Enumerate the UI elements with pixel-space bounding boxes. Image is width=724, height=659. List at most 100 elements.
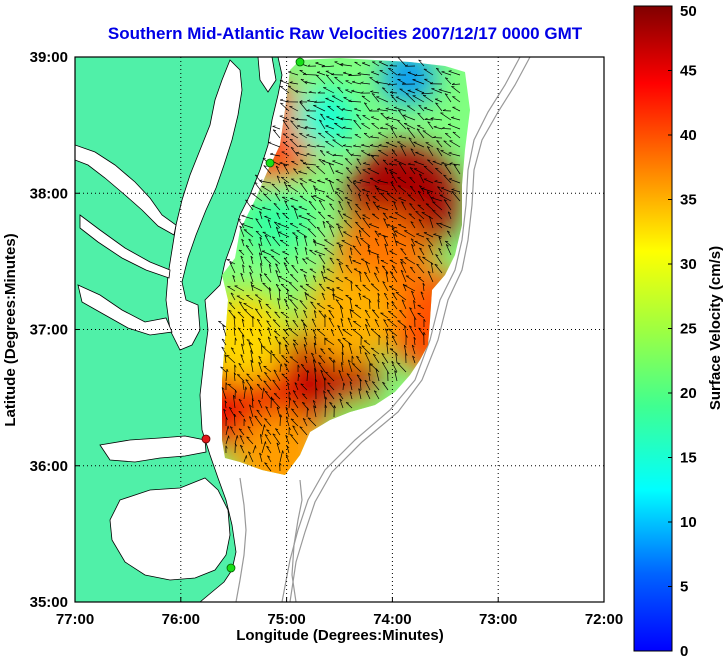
velocity-vector-head bbox=[427, 270, 431, 274]
velocity-vector bbox=[371, 381, 380, 391]
velocity-vector bbox=[351, 154, 362, 157]
colorbar-tick-label: 40 bbox=[680, 127, 697, 144]
velocity-vector bbox=[263, 273, 272, 283]
velocity-vector-head bbox=[314, 100, 318, 103]
velocity-vector bbox=[375, 368, 380, 382]
velocity-vector bbox=[332, 139, 344, 148]
velocity-vector-head bbox=[374, 230, 378, 233]
velocity-vector bbox=[281, 355, 290, 364]
velocity-vector-head bbox=[371, 381, 375, 384]
velocity-vector bbox=[324, 239, 335, 247]
velocity-vector bbox=[232, 275, 236, 283]
velocity-vector-head bbox=[312, 329, 316, 332]
velocity-vector bbox=[258, 252, 263, 265]
velocity-vector-head bbox=[237, 374, 241, 376]
velocity-vector bbox=[397, 79, 407, 85]
velocity-vector bbox=[365, 261, 371, 274]
velocity-vector bbox=[237, 218, 245, 229]
velocity-vector bbox=[297, 373, 299, 382]
velocity-vector bbox=[391, 301, 398, 310]
velocity-vector bbox=[342, 344, 344, 355]
velocity-vector bbox=[254, 308, 263, 319]
velocity-vector-head bbox=[449, 162, 453, 164]
velocity-vector bbox=[313, 241, 326, 247]
velocity-vector-head bbox=[275, 428, 279, 431]
bathymetry-contour bbox=[235, 477, 247, 602]
velocity-vector bbox=[238, 249, 245, 256]
rappahannock-river bbox=[79, 214, 171, 279]
velocity-vector bbox=[358, 230, 362, 238]
velocity-vector bbox=[314, 188, 326, 193]
velocity-vector bbox=[245, 245, 254, 256]
velocity-vector bbox=[289, 223, 299, 229]
velocity-vector bbox=[413, 300, 416, 310]
velocity-vector-head bbox=[418, 219, 422, 222]
velocity-vector bbox=[401, 201, 407, 211]
velocity-vector bbox=[431, 88, 443, 94]
velocity-vector-head bbox=[377, 233, 381, 235]
velocity-vector-head bbox=[280, 283, 285, 286]
velocity-vector-head bbox=[308, 200, 312, 203]
velocity-vector bbox=[397, 362, 407, 373]
velocity-vector-head bbox=[453, 164, 457, 167]
velocity-vector bbox=[354, 134, 362, 139]
velocity-vector-head bbox=[400, 248, 404, 250]
velocity-vector-head bbox=[250, 350, 253, 353]
velocity-vector-head bbox=[414, 317, 417, 321]
velocity-vector-head bbox=[290, 120, 294, 122]
velocity-vector bbox=[241, 343, 245, 355]
velocity-vector-head bbox=[447, 211, 451, 215]
velocity-vector bbox=[362, 284, 371, 292]
velocity-vector-head bbox=[333, 405, 336, 409]
velocity-vector bbox=[249, 328, 254, 337]
velocity-vector-head bbox=[328, 348, 332, 350]
velocity-vector bbox=[345, 402, 353, 409]
velocity-vector bbox=[425, 203, 434, 211]
velocity-vector-head bbox=[376, 205, 380, 207]
velocity-vector-head bbox=[342, 344, 345, 348]
velocity-vector bbox=[259, 180, 272, 184]
velocity-vector bbox=[355, 166, 362, 175]
velocity-vector bbox=[333, 154, 344, 157]
velocity-vector bbox=[432, 210, 443, 220]
velocity-vector bbox=[306, 115, 317, 121]
x-tick-label: 77:00 bbox=[56, 611, 94, 628]
velocity-vector-head bbox=[397, 362, 401, 365]
velocity-vector bbox=[314, 336, 317, 346]
velocity-vector-head bbox=[256, 383, 260, 386]
velocity-vector-head bbox=[290, 146, 294, 149]
velocity-vector bbox=[328, 317, 335, 328]
velocity-vector-head bbox=[397, 119, 401, 122]
velocity-vector bbox=[318, 283, 326, 292]
velocity-vector-head bbox=[241, 318, 245, 322]
velocity-vector bbox=[412, 95, 425, 103]
velocity-vector-head bbox=[286, 445, 290, 449]
velocity-vector bbox=[338, 392, 344, 400]
velocity-vector bbox=[360, 82, 371, 85]
velocity-vector bbox=[434, 180, 443, 184]
velocity-vector bbox=[325, 131, 335, 139]
velocity-vector-head bbox=[377, 107, 381, 110]
velocity-vector-head bbox=[307, 144, 311, 146]
velocity-vector bbox=[403, 114, 416, 121]
velocity-vector-head bbox=[259, 252, 262, 256]
velocity-vector-head bbox=[345, 264, 349, 267]
velocity-vector bbox=[281, 176, 290, 184]
velocity-vector bbox=[418, 59, 425, 67]
velocity-vector-head bbox=[288, 70, 292, 73]
velocity-vector bbox=[376, 96, 389, 103]
velocity-vector bbox=[321, 160, 335, 166]
velocity-vector bbox=[430, 262, 434, 274]
velocity-vector bbox=[265, 311, 272, 319]
velocity-vector bbox=[387, 319, 398, 328]
velocity-vector-head bbox=[264, 418, 268, 420]
velocity-vector-head bbox=[419, 247, 423, 250]
velocity-vector-head bbox=[282, 337, 286, 339]
velocity-vector-head bbox=[296, 151, 300, 154]
velocity-vector-head bbox=[302, 72, 306, 75]
velocity-vector bbox=[445, 244, 452, 256]
velocity-vector bbox=[300, 182, 308, 193]
velocity-vector-head bbox=[426, 237, 430, 240]
velocity-vector-head bbox=[242, 380, 245, 384]
velocity-vector bbox=[430, 118, 443, 121]
